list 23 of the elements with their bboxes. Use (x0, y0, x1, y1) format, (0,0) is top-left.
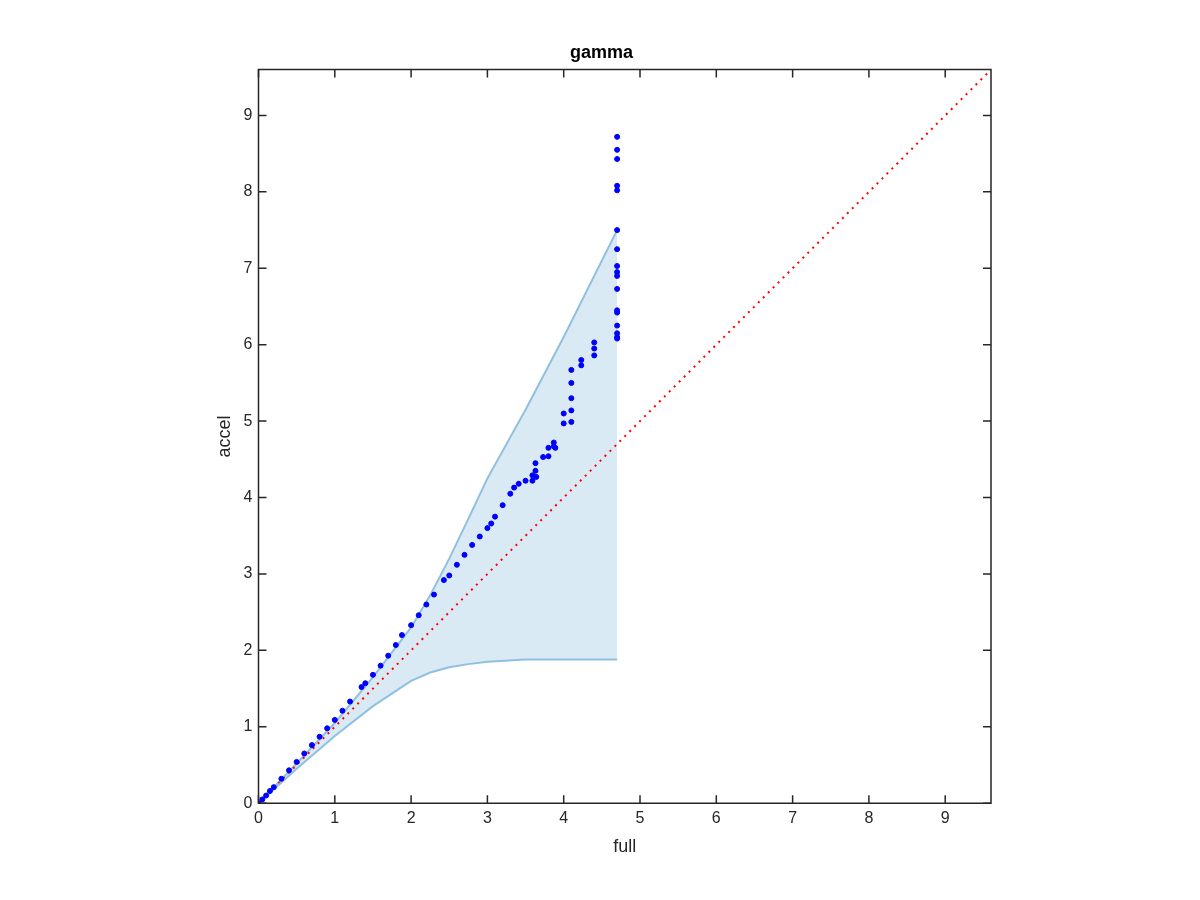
x-tick-label: 0 (254, 809, 264, 827)
x-tick-label: 4 (559, 809, 569, 827)
y-axis-title: accel (213, 415, 234, 458)
x-tick-label: 1 (330, 809, 340, 827)
y-tick-label: 8 (243, 182, 253, 200)
chart-title: gamma (569, 41, 634, 62)
x-tick-label: 6 (711, 809, 721, 827)
x-tick-label: 8 (864, 809, 874, 827)
x-tick-label: 3 (482, 809, 492, 827)
y-tick-label: 7 (243, 258, 253, 276)
y-tick-label: 4 (243, 487, 253, 505)
y-tick-label: 0 (243, 793, 253, 811)
y-tick-label: 6 (243, 335, 253, 353)
y-tick-label: 9 (243, 105, 253, 123)
y-tick-label: 3 (243, 564, 253, 582)
y-tick-label: 2 (243, 640, 253, 658)
x-tick-label: 2 (406, 809, 416, 827)
x-axis-title: full (613, 836, 637, 857)
x-tick-label: 5 (635, 809, 645, 827)
y-tick-label: 5 (243, 411, 253, 429)
y-tick-label: 1 (243, 717, 253, 735)
x-tick-label: 7 (788, 809, 798, 827)
x-tick-label: 9 (940, 809, 950, 827)
